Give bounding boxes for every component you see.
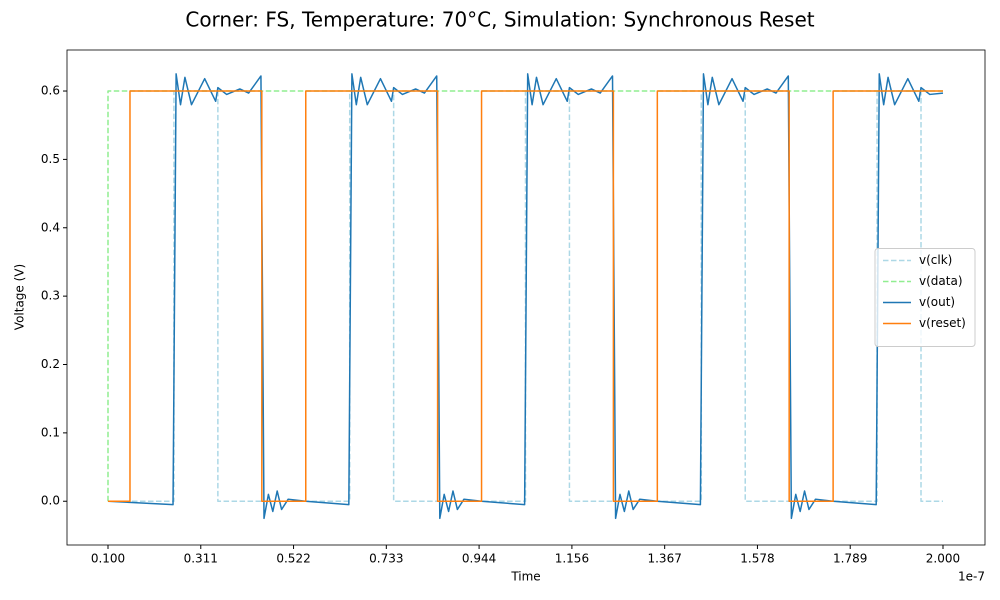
y-axis-label: Voltage (V) [13, 264, 27, 330]
legend-label: v(data) [919, 274, 963, 288]
x-tick-label: 1.156 [555, 552, 589, 566]
x-tick-label: 2.000 [926, 552, 960, 566]
series-line [107, 73, 944, 520]
x-tick-label: 1.578 [740, 552, 774, 566]
x-offset-label: 1e-7 [958, 570, 985, 584]
legend-label: v(reset) [919, 316, 966, 330]
y-tick-label: 0.1 [41, 425, 60, 439]
x-tick-label: 0.100 [91, 552, 125, 566]
x-tick-label: 0.522 [276, 552, 310, 566]
series-line [108, 90, 943, 502]
x-tick-label: 0.311 [184, 552, 218, 566]
legend-label: v(out) [919, 295, 955, 309]
x-axis-label: Time [510, 570, 540, 584]
y-tick-label: 0.5 [41, 152, 60, 166]
x-tick-label: 0.944 [462, 552, 496, 566]
y-tick-label: 0.0 [41, 494, 60, 508]
chart-title: Corner: FS, Temperature: 70°C, Simulatio… [185, 8, 814, 32]
x-tick-label: 1.789 [833, 552, 867, 566]
series-line [107, 90, 943, 502]
x-tick-label: 0.733 [369, 552, 403, 566]
y-tick-label: 0.4 [41, 220, 60, 234]
y-tick-label: 0.6 [41, 84, 60, 98]
legend-label: v(clk) [919, 253, 952, 267]
plot-frame [66, 49, 986, 546]
y-tick-label: 0.2 [41, 357, 60, 371]
x-tick-label: 1.367 [647, 552, 681, 566]
legend-box [874, 248, 976, 347]
y-tick-label: 0.3 [41, 289, 60, 303]
